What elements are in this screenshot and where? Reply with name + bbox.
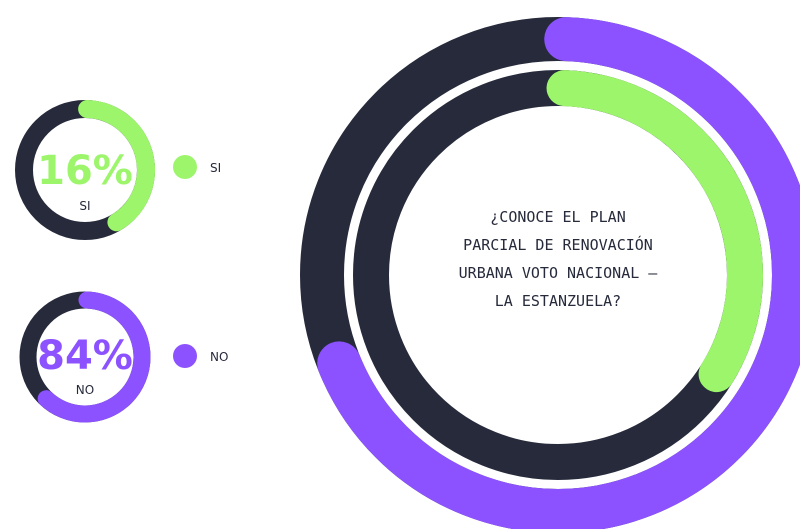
percent-si: 16% — [37, 148, 133, 194]
legend-no: NO — [210, 350, 228, 364]
ring-arc — [317, 17, 800, 529]
legend-si: SI — [210, 161, 221, 175]
legend-dot-si — [173, 155, 197, 179]
ring-arc — [546, 70, 763, 393]
question-line: ¿CONOCE EL PLAN — [490, 208, 625, 226]
donut-label-si: SI — [79, 199, 90, 213]
donut-label-no: NO — [76, 383, 94, 397]
decorative-rings — [15, 17, 800, 529]
percent-no: 84% — [37, 333, 133, 379]
ring-arc — [37, 291, 151, 423]
question-line: LA ESTANZUELA? — [495, 292, 621, 310]
question-line: URBANA VOTO NACIONAL – — [459, 264, 659, 282]
question-line: PARCIAL DE RENOVACIÓN — [463, 235, 653, 254]
legend-dot-no — [173, 344, 197, 368]
ring-arc — [78, 100, 155, 232]
